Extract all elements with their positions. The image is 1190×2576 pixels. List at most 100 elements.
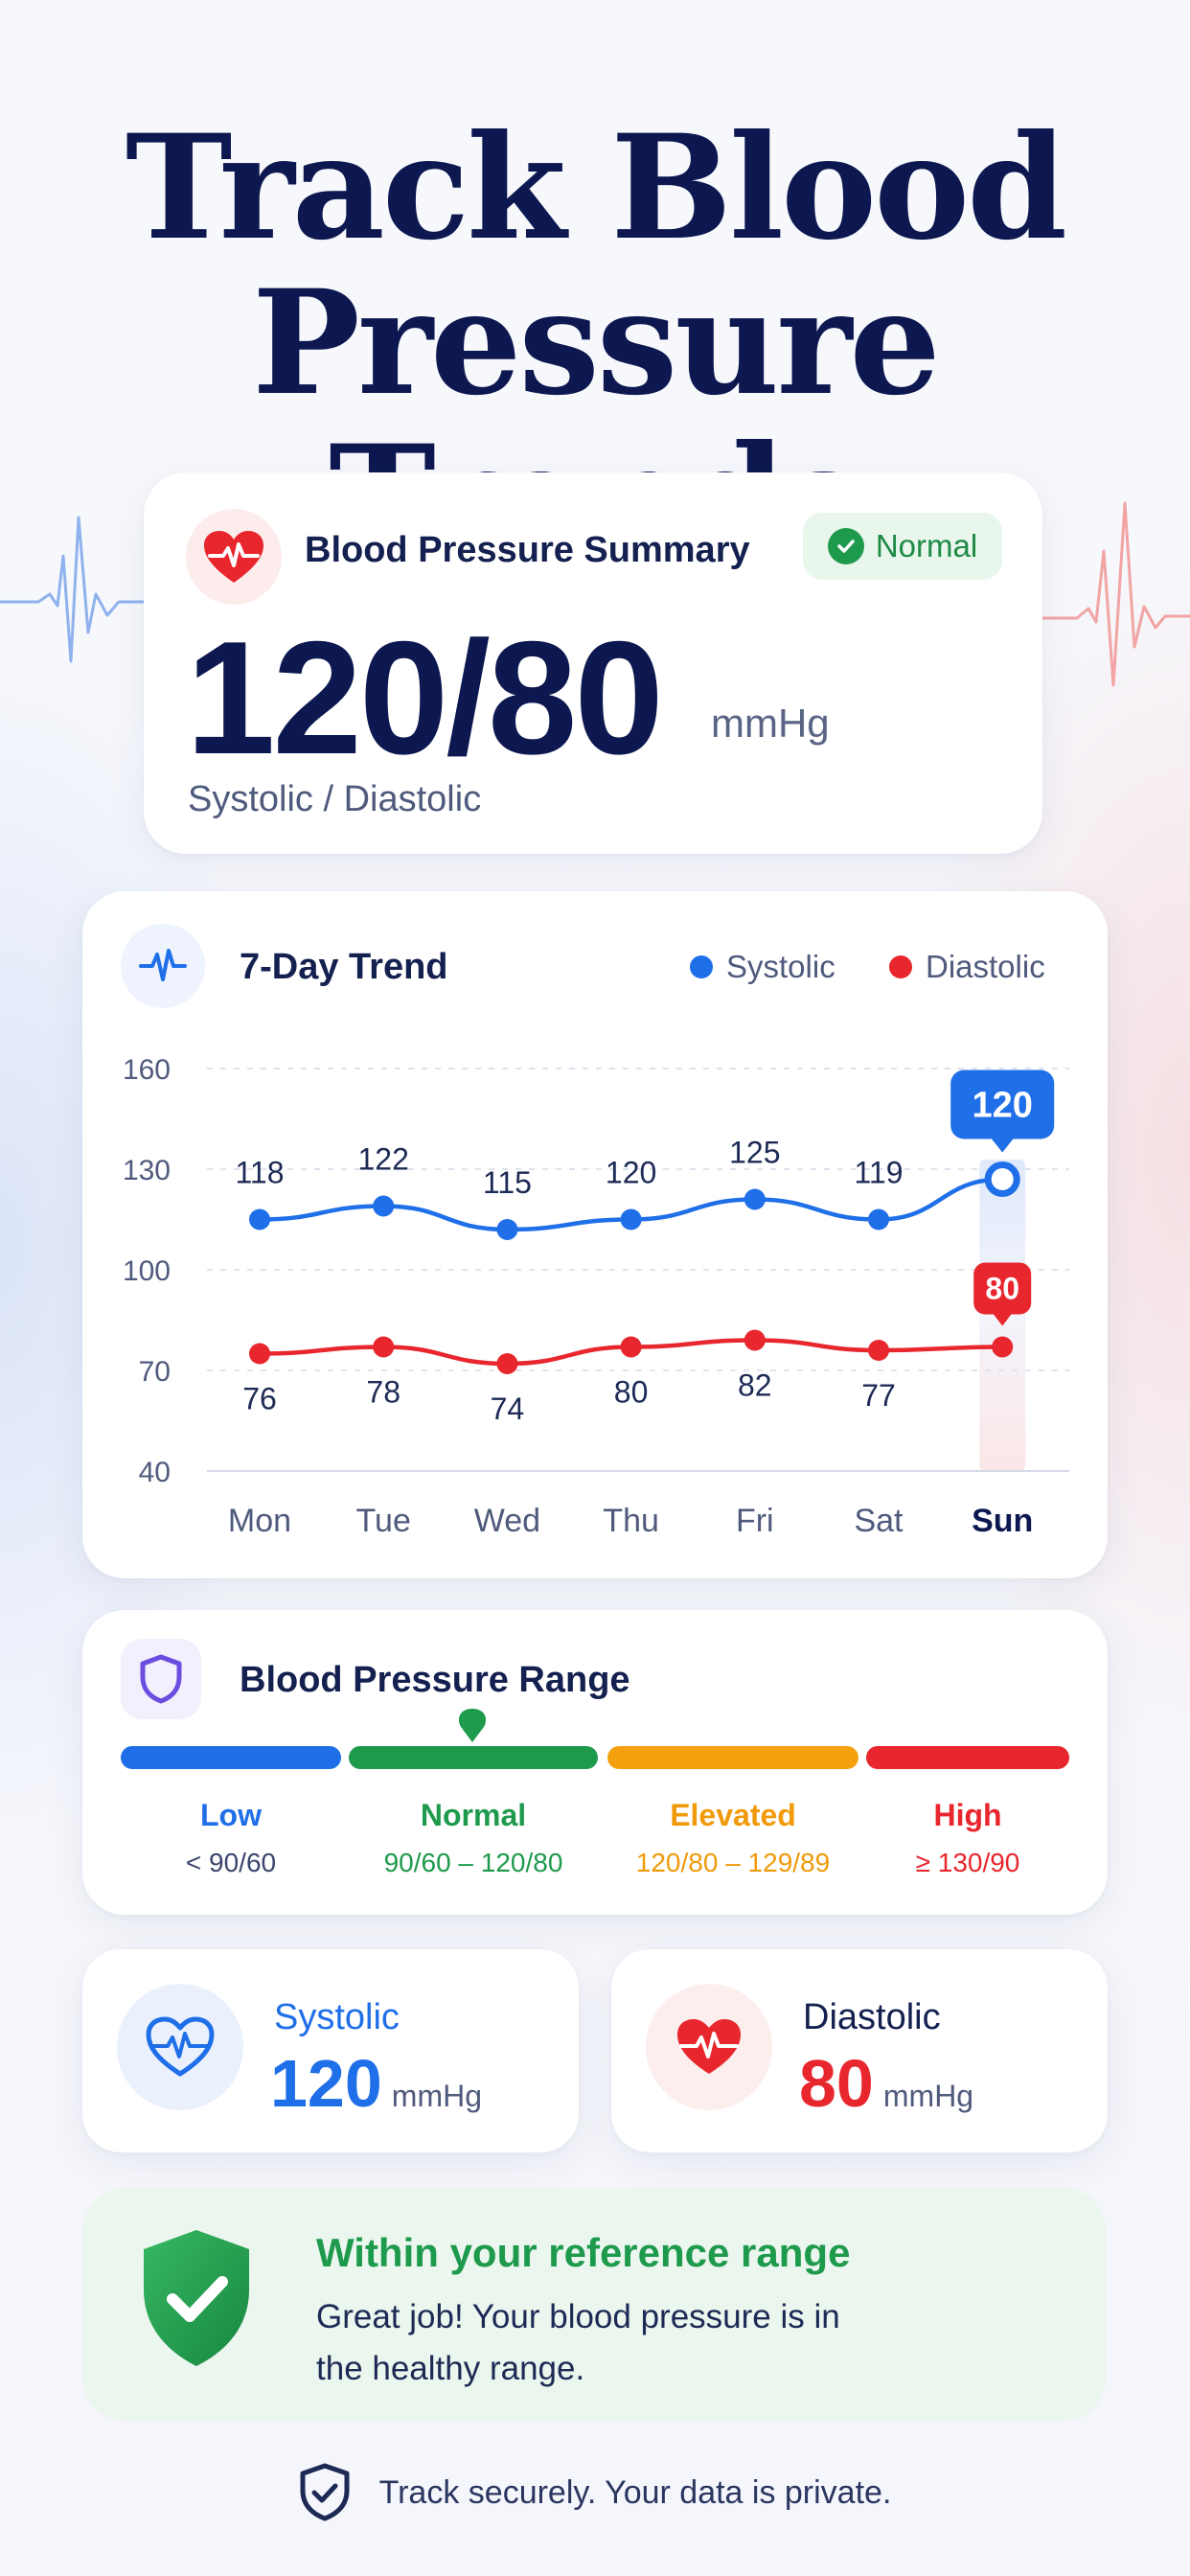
range-value-elevated: 120/80 – 129/89 (635, 1848, 831, 1877)
range-label-low: Low (200, 1798, 262, 1832)
x-tick-label: Wed (474, 1503, 540, 1539)
diastolic-data-label: 74 (491, 1392, 525, 1426)
diastolic-callout (973, 1262, 1032, 1315)
decorative-pulse-line-left (0, 516, 153, 663)
shield-check-outline-icon (300, 2463, 350, 2521)
x-tick-label: Thu (603, 1503, 659, 1539)
bp-reading: 120/80 (186, 608, 664, 788)
status-badge-label: Normal (875, 528, 978, 564)
legend-systolic: Systolic (690, 949, 835, 985)
summary-card: Blood Pressure Summary Normal 120/80 mmH… (144, 472, 1042, 854)
systolic-data-label: 122 (358, 1142, 409, 1177)
range-label-elevated: Elevated (670, 1798, 796, 1832)
range-value-low: < 90/60 (185, 1848, 277, 1877)
shield-check-icon (144, 2230, 249, 2366)
legend-diastolic-swatch (889, 955, 912, 978)
systolic-point (744, 1188, 766, 1210)
range-value-normal: 90/60 – 120/80 (383, 1848, 563, 1877)
heart-pulse-filled-icon (646, 1984, 772, 2110)
systolic-unit: mmHg (391, 2079, 483, 2113)
diastolic-point (744, 1329, 766, 1351)
diastolic-data-label: 82 (738, 1368, 772, 1403)
decorative-pulse-line-right (1037, 501, 1190, 687)
range-bar-high (866, 1746, 1069, 1769)
bp-reading-subtitle: Systolic / Diastolic (188, 779, 482, 819)
summary-title: Blood Pressure Summary (305, 530, 750, 570)
diastolic-point (868, 1340, 889, 1361)
systolic-callout-pointer (991, 1138, 1015, 1153)
systolic-data-label: 125 (729, 1136, 780, 1170)
heart-pulse-icon (186, 509, 282, 605)
pulse-icon (121, 924, 205, 1008)
systolic-card[interactable]: Systolic 120 mmHg (82, 1949, 579, 2152)
legend-systolic-label: Systolic (726, 949, 835, 984)
diastolic-callout-pointer (993, 1313, 1013, 1326)
check-circle-icon (827, 528, 864, 564)
diastolic-callout-label: 80 (985, 1272, 1019, 1306)
systolic-value: 120 (270, 2046, 382, 2121)
diastolic-data-label: 80 (614, 1375, 649, 1410)
reference-title: Within your reference range (316, 2230, 851, 2275)
systolic-point-highlight (984, 1162, 1020, 1197)
diastolic-card[interactable]: Diastolic 80 mmHg (611, 1949, 1108, 2152)
systolic-callout (950, 1070, 1055, 1139)
diastolic-value-row: 80 mmHg (799, 2045, 973, 2122)
y-tick-label: 40 (139, 1457, 171, 1488)
range-title: Blood Pressure Range (240, 1660, 630, 1700)
systolic-data-label: 119 (854, 1156, 903, 1190)
diastolic-data-label: 77 (861, 1378, 896, 1413)
systolic-callout-label: 120 (972, 1086, 1032, 1126)
range-marker-icon (458, 1709, 487, 1742)
legend-diastolic: Diastolic (889, 949, 1045, 985)
range-label-normal: Normal (420, 1798, 527, 1832)
bp-reading-unit: mmHg (711, 701, 830, 746)
range-label-high: High (933, 1798, 1002, 1832)
diastolic-point (992, 1336, 1014, 1358)
systolic-value-row: 120 mmHg (270, 2045, 482, 2122)
diastolic-point (373, 1336, 395, 1358)
x-tick-label: Mon (228, 1503, 291, 1539)
diastolic-data-label: 78 (366, 1375, 400, 1410)
diastolic-point (620, 1336, 642, 1358)
range-bar-normal (349, 1746, 598, 1769)
diastolic-data-label: 76 (242, 1382, 277, 1416)
y-tick-label: 130 (123, 1155, 171, 1186)
diastolic-unit: mmHg (882, 2079, 974, 2113)
systolic-point (620, 1208, 642, 1230)
range-value-high: ≥ 130/90 (915, 1848, 1020, 1877)
legend-systolic-swatch (690, 955, 713, 978)
diastolic-point (496, 1353, 518, 1374)
footer-text: Track securely. Your data is private. (378, 2473, 892, 2511)
y-tick-label: 70 (139, 1356, 171, 1388)
range-bar-elevated (607, 1746, 858, 1769)
systolic-data-label: 120 (606, 1156, 656, 1190)
systolic-data-label: 118 (235, 1156, 284, 1190)
status-badge: Normal (803, 513, 1002, 580)
y-tick-label: 160 (123, 1054, 171, 1086)
y-tick-label: 100 (123, 1255, 171, 1287)
diastolic-point (249, 1343, 270, 1365)
footer: Track securely. Your data is private. (0, 2463, 1190, 2522)
legend-diastolic-label: Diastolic (926, 949, 1045, 984)
range-bar-low (121, 1746, 341, 1769)
x-tick-label: Sat (854, 1503, 904, 1539)
reference-range-card: Within your reference range Great job! Y… (82, 2188, 1106, 2421)
diastolic-label: Diastolic (803, 1997, 941, 2037)
systolic-point (868, 1208, 889, 1230)
systolic-data-label: 115 (483, 1165, 532, 1200)
diastolic-value: 80 (799, 2046, 874, 2121)
systolic-point (249, 1208, 270, 1230)
x-tick-label: Tue (356, 1503, 411, 1539)
reference-text: Great job! Your blood pressure is in the… (316, 2298, 840, 2387)
systolic-point (373, 1195, 395, 1217)
systolic-point (496, 1219, 518, 1240)
heart-pulse-outline-icon (117, 1984, 243, 2110)
range-card: Blood Pressure Range Low < 90/60 Normal … (82, 1610, 1108, 1915)
x-tick-label: Fri (736, 1503, 774, 1539)
systolic-label: Systolic (274, 1997, 400, 2037)
trend-title: 7-Day Trend (240, 947, 448, 987)
shield-icon (121, 1639, 201, 1719)
x-tick-label: Sun (972, 1503, 1033, 1539)
trend-card: 7-Day Trend Systolic Diastolic 160 130 100… (82, 891, 1108, 1578)
trend-chart: 160 130 100 70 40 Mon Tue Wed Thu Fri Sat Sun 118 122… (123, 1054, 1069, 1539)
